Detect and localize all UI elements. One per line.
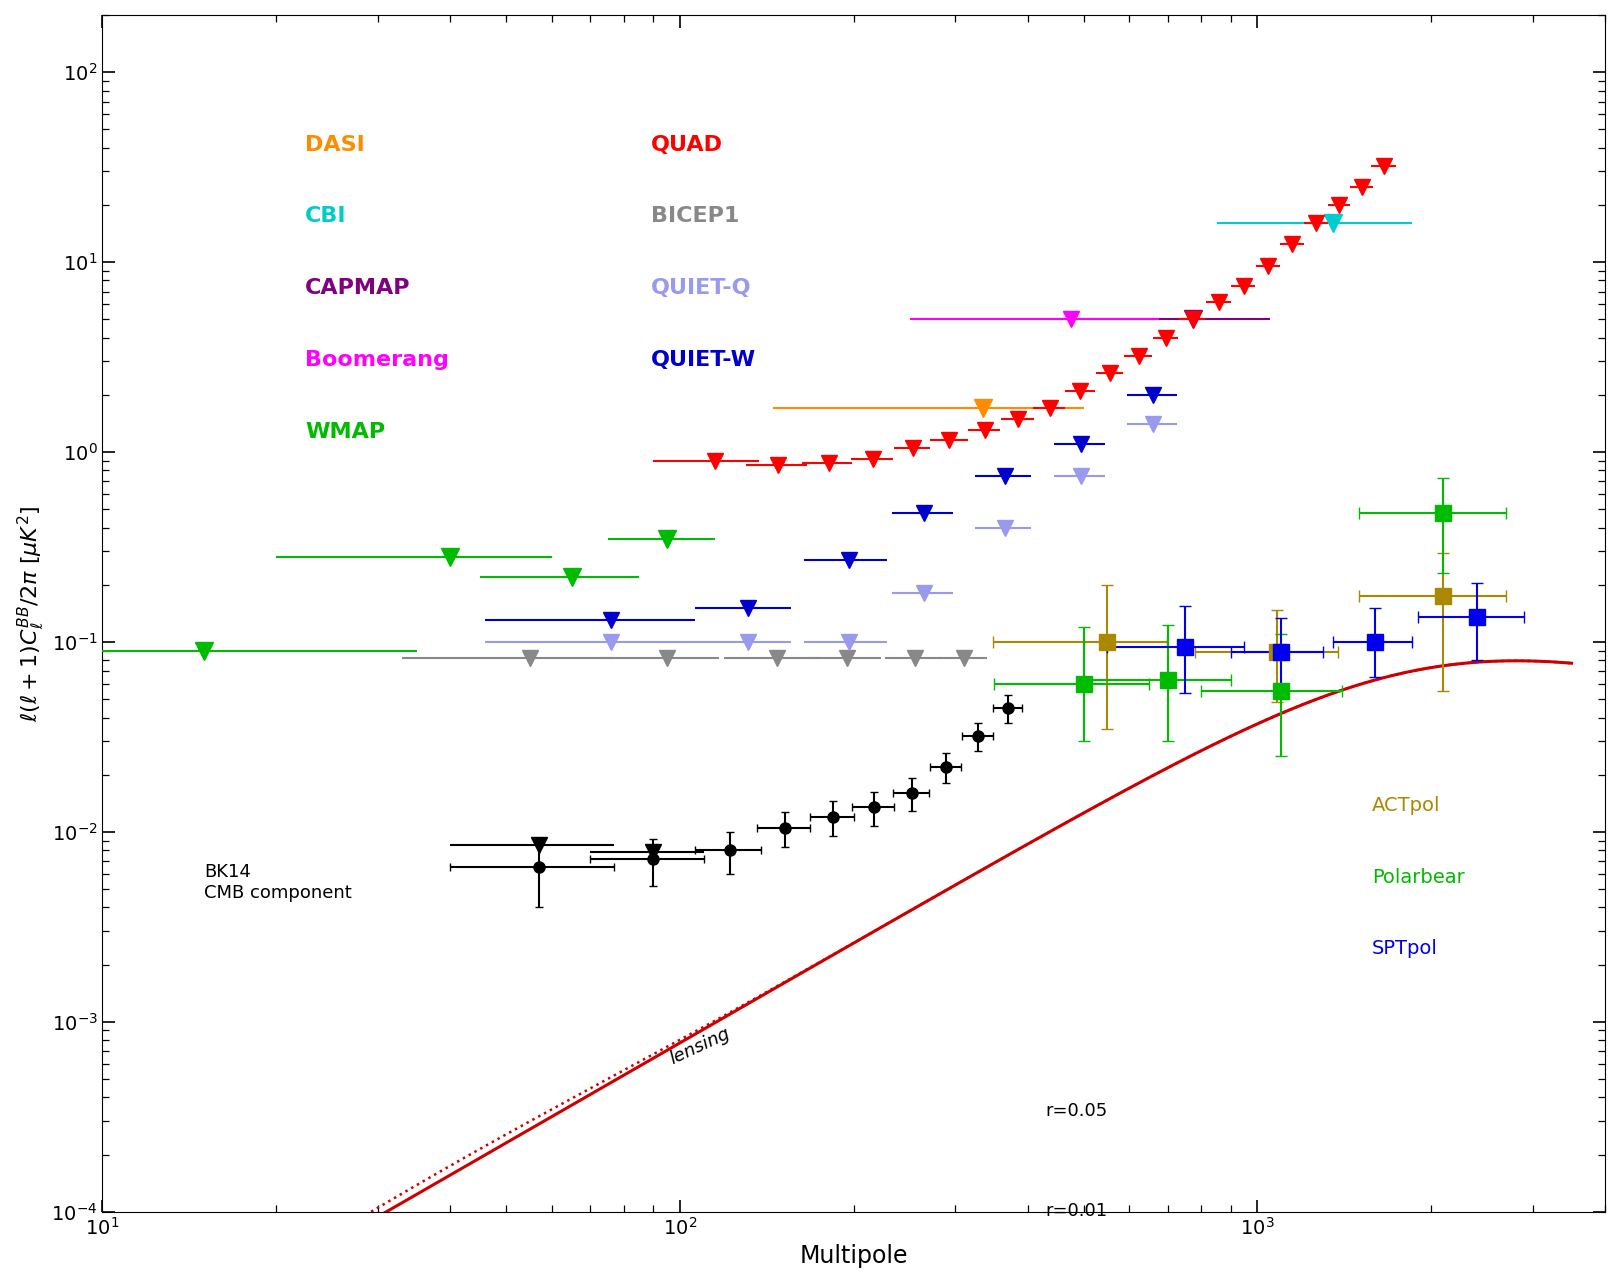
Text: BICEP1: BICEP1 xyxy=(651,207,739,227)
Text: r=0.01: r=0.01 xyxy=(1045,1202,1108,1220)
Text: DASI: DASI xyxy=(305,135,364,155)
Text: BK14
CMB component: BK14 CMB component xyxy=(204,863,352,902)
Text: WMAP: WMAP xyxy=(305,422,386,441)
Text: SPTpol: SPTpol xyxy=(1372,939,1439,958)
Text: ACTpol: ACTpol xyxy=(1372,795,1440,815)
Text: r=0.05: r=0.05 xyxy=(1045,1102,1108,1120)
Text: Polarbear: Polarbear xyxy=(1372,867,1464,887)
X-axis label: Multipole: Multipole xyxy=(800,1245,907,1268)
Text: CBI: CBI xyxy=(305,207,347,227)
Text: lensing: lensing xyxy=(667,1024,734,1067)
Text: QUAD: QUAD xyxy=(651,135,723,155)
Text: QUIET-W: QUIET-W xyxy=(651,350,757,370)
Text: Boomerang: Boomerang xyxy=(305,350,449,370)
Text: QUIET-Q: QUIET-Q xyxy=(651,278,752,298)
Text: CAPMAP: CAPMAP xyxy=(305,278,411,298)
Y-axis label: $\ell(\ell+1)C_\ell^{BB}/2\pi\ [\mu K^2]$: $\ell(\ell+1)C_\ell^{BB}/2\pi\ [\mu K^2]… xyxy=(15,506,45,721)
